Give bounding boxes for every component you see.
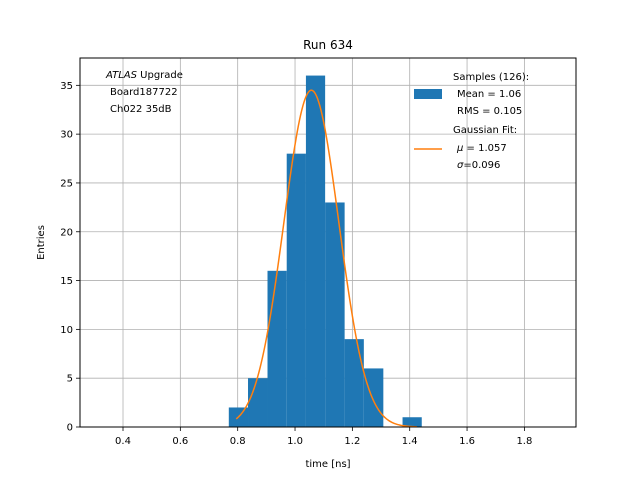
histogram-bar <box>363 368 384 427</box>
y-tick-label: 5 <box>67 374 73 385</box>
histogram-bar <box>325 202 345 427</box>
legend-samples-rms: RMS = 0.105 <box>457 106 522 117</box>
legend: Samples (126): Mean = 1.06 RMS = 0.105 G… <box>414 72 529 171</box>
legend-sigma-value: =0.096 <box>463 160 500 171</box>
histogram-bar <box>344 339 364 427</box>
legend-fit-mu: μ = 1.057 <box>456 143 507 154</box>
gaussian-fit <box>235 89 417 428</box>
legend-histogram-swatch <box>414 89 442 99</box>
legend-sigma-symbol: σ <box>457 160 464 171</box>
x-axis-label: time [ns] <box>305 459 350 470</box>
x-tick-label: 1.4 <box>402 436 418 447</box>
atlas-annotation: ATLAS Upgrade Board187722 Ch022 35dB <box>105 70 183 115</box>
y-tick-label: 25 <box>60 178 73 189</box>
chart-title: Run 634 <box>303 38 353 52</box>
y-tick-label: 0 <box>67 423 73 434</box>
y-tick-label: 10 <box>60 325 73 336</box>
legend-fit-line1: Gaussian Fit: <box>453 125 517 136</box>
x-tick-label: 0.6 <box>172 436 188 447</box>
plot-frame <box>79 57 577 428</box>
y-tick-label: 35 <box>60 81 73 92</box>
legend-mu-symbol: μ <box>456 143 463 154</box>
histogram-bars <box>228 75 422 428</box>
gaussian-fit-curve <box>235 89 417 428</box>
y-tick-label: 30 <box>60 130 73 141</box>
x-tick-label: 1.0 <box>287 436 303 447</box>
histogram-bar <box>286 153 306 427</box>
y-tick-label: 15 <box>60 276 73 287</box>
annotation-line1: ATLAS Upgrade <box>105 70 183 81</box>
y-axis-label: Entries <box>36 225 47 260</box>
legend-fit-sigma: σ=0.096 <box>457 160 500 171</box>
x-tick-label: 1.6 <box>459 436 475 447</box>
x-tick-label: 0.4 <box>115 436 131 447</box>
histogram-bar <box>305 75 326 428</box>
annotation-upgrade: Upgrade <box>137 70 183 81</box>
histogram-bar <box>402 417 422 427</box>
x-axis-ticks: 0.4 0.6 0.8 1.0 1.2 1.4 1.6 1.8 <box>115 427 532 447</box>
x-tick-label: 1.8 <box>516 436 532 447</box>
x-tick-label: 1.2 <box>344 436 360 447</box>
y-axis-ticks: 0 5 10 15 20 25 30 35 <box>60 81 80 434</box>
histogram-bar <box>267 270 287 427</box>
histogram-bar <box>248 378 268 427</box>
legend-mu-value: = 1.057 <box>463 143 506 154</box>
annotation-atlas: ATLAS <box>105 70 138 81</box>
legend-samples-mean: Mean = 1.06 <box>457 89 521 100</box>
x-tick-label: 0.8 <box>230 436 246 447</box>
y-tick-label: 20 <box>60 227 73 238</box>
annotation-line3: Ch022 35dB <box>110 104 172 115</box>
annotation-line2: Board187722 <box>110 87 178 98</box>
legend-samples-line1: Samples (126): <box>453 72 529 83</box>
